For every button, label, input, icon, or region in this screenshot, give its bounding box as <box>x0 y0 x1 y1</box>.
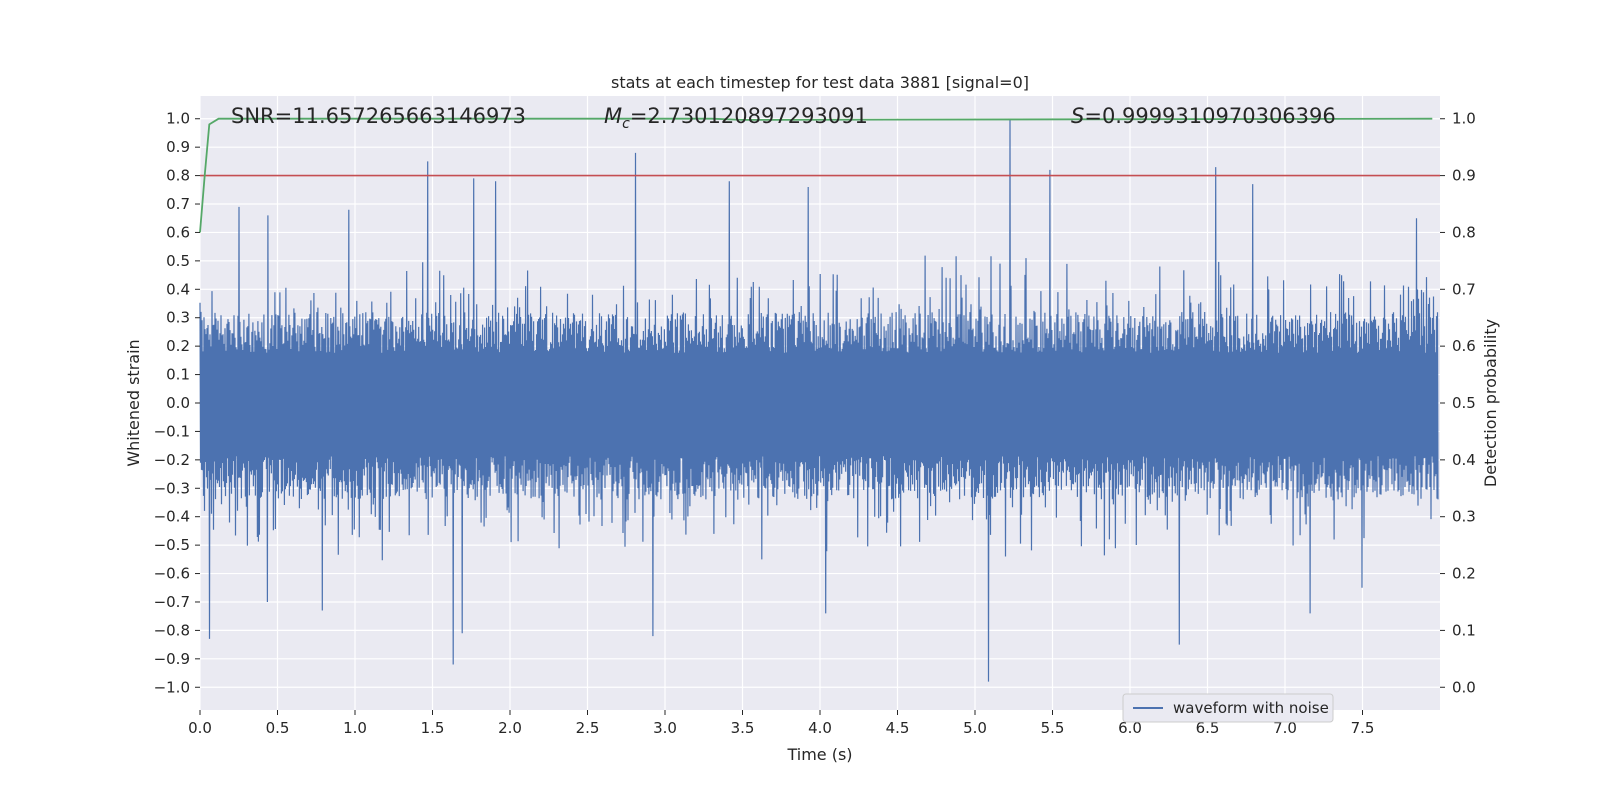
y-tick-label: 0.8 <box>166 167 190 185</box>
y2-tick-label: 0.3 <box>1452 508 1476 526</box>
x-tick-label: 4.0 <box>808 719 832 737</box>
y-tick-label: 0.2 <box>166 337 190 355</box>
x-tick-label: 3.5 <box>731 719 755 737</box>
y-axis-label: Whitened strain <box>124 339 143 466</box>
s-symbol: S <box>1071 104 1084 128</box>
legend-box <box>1122 693 1334 723</box>
x-tick-label: 1.5 <box>421 719 445 737</box>
y2-tick-label: 0.9 <box>1452 167 1476 185</box>
y-tick-label: −0.8 <box>154 621 190 639</box>
y-tick-label: 0.4 <box>166 280 190 298</box>
x-tick-label: 6.0 <box>1118 719 1142 737</box>
y2-tick-label: 0.2 <box>1452 565 1476 583</box>
y-tick-label: 0.5 <box>166 252 190 270</box>
x-tick-label: 4.5 <box>886 719 910 737</box>
y-tick-label: 1.0 <box>166 110 190 128</box>
y-tick-label: −0.3 <box>154 479 190 497</box>
x-tick-label: 5.0 <box>963 719 987 737</box>
y2-tick-label: 0.5 <box>1452 394 1476 412</box>
mc-subscript: c <box>622 116 630 132</box>
x-axis-label: Time (s) <box>786 745 852 764</box>
x-tick-label: 2.5 <box>576 719 600 737</box>
y-tick-label: −1.0 <box>154 678 190 696</box>
x-tick-label: 5.5 <box>1041 719 1065 737</box>
s-value: =0.9999310970306396 <box>1084 104 1335 128</box>
x-tick-label: 0.0 <box>188 719 212 737</box>
x-tick-label: 2.0 <box>498 719 522 737</box>
y-tick-label: 0.9 <box>166 138 190 156</box>
y2-tick-label: 0.0 <box>1452 678 1476 696</box>
y-tick-label: −0.7 <box>154 593 190 611</box>
mc-symbol: M <box>604 104 622 128</box>
y-tick-label: −0.1 <box>154 422 190 440</box>
chirp-mass-annotation: Mc=2.730120897293091 <box>604 104 868 132</box>
x-tick-label: 6.5 <box>1196 719 1220 737</box>
y2-tick-label: 0.7 <box>1452 280 1476 298</box>
waveform-line <box>199 118 1439 682</box>
axis-ticks: 0.0 0.5 1.0 1.5 2.0 2.5 3.0 3.5 4.0 4.5 5.0 5.5 6.0 6… <box>154 110 1476 737</box>
mc-value: =2.730120897293091 <box>630 104 868 128</box>
x-tick-label: 0.5 <box>266 719 290 737</box>
y2-tick-label: 1.0 <box>1452 110 1476 128</box>
y2-axis-label: Detection probability <box>1481 319 1500 487</box>
y-tick-label: 0.0 <box>166 394 190 412</box>
y-tick-label: −0.9 <box>154 650 190 668</box>
y2-tick-label: 0.6 <box>1452 337 1476 355</box>
x-tick-label: 7.5 <box>1351 719 1375 737</box>
y-tick-label: 0.1 <box>166 366 190 384</box>
y-tick-label: −0.4 <box>154 508 190 526</box>
probability-series <box>199 117 1440 233</box>
y2-tick-label: 0.8 <box>1452 223 1476 241</box>
y2-tick-label: 0.1 <box>1452 621 1476 639</box>
snr-annotation: SNR=11.657265663146973 <box>231 104 526 128</box>
detection-probability-line <box>199 117 1433 233</box>
y-tick-label: −0.6 <box>154 565 190 583</box>
y-tick-label: 0.3 <box>166 309 190 327</box>
x-tick-label: 1.0 <box>343 719 367 737</box>
y-tick-label: 0.7 <box>166 195 190 213</box>
legend: waveform with noise <box>1122 693 1334 723</box>
y-tick-label: −0.5 <box>154 536 190 554</box>
legend-label: waveform with noise <box>1173 699 1329 717</box>
chart-title: stats at each timestep for test data 388… <box>611 73 1029 92</box>
y-tick-label: −0.2 <box>154 451 190 469</box>
s-annotation: S=0.9999310970306396 <box>1071 104 1336 128</box>
x-tick-label: 3.0 <box>653 719 677 737</box>
waveform-series <box>199 118 1439 682</box>
y-tick-label: 0.6 <box>166 223 190 241</box>
x-tick-label: 7.0 <box>1273 719 1297 737</box>
y2-tick-label: 0.4 <box>1452 451 1476 469</box>
